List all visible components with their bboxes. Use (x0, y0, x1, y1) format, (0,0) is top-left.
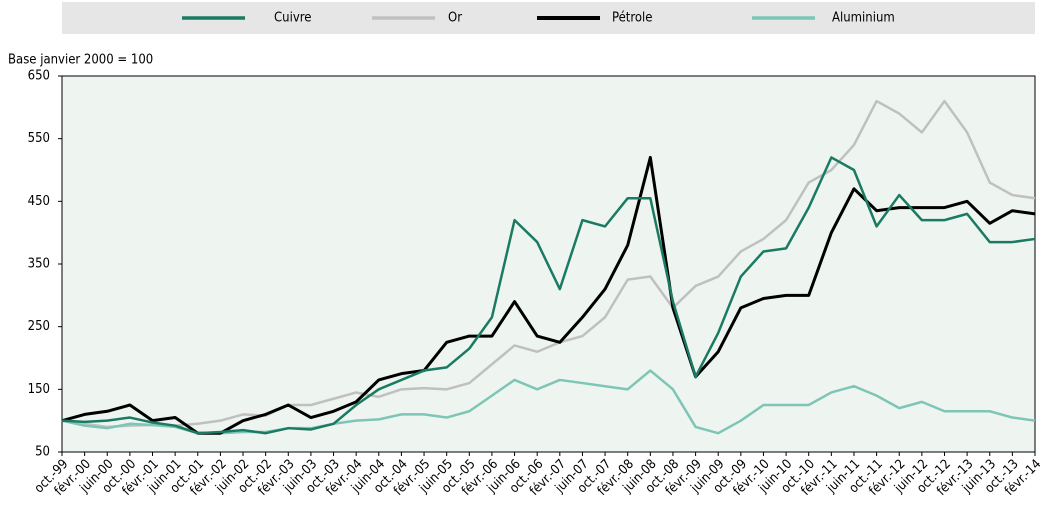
line-series (61, 99, 1036, 429)
line-series (61, 156, 1036, 435)
legend-label: Or (448, 11, 462, 26)
line-series (61, 369, 1036, 435)
y-tick-label: 650 (28, 69, 50, 84)
legend-label: Cuivre (274, 11, 311, 26)
legend-label: Pétrole (612, 11, 653, 26)
y-tick-label: 50 (35, 445, 50, 460)
y-tick-label: 450 (28, 194, 50, 209)
legend-label: Aluminium (832, 11, 895, 26)
y-tick-label: 150 (28, 382, 50, 397)
y-tick-label: 550 (28, 131, 50, 146)
y-tick-label: 250 (28, 319, 50, 334)
y-tick-label: 350 (28, 257, 50, 272)
y-axis-label: Base janvier 2000 = 100 (8, 53, 153, 68)
